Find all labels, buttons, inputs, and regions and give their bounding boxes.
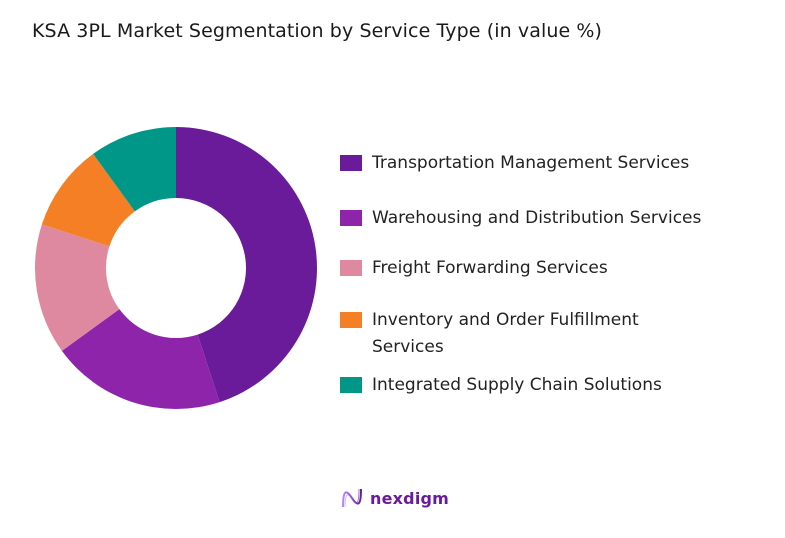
donut-slices (34, 127, 317, 409)
legend-label: Transportation Management Services (372, 153, 690, 173)
legend-swatch (340, 155, 362, 171)
legend-swatch (340, 210, 362, 226)
legend-item-inventory: Inventory and Order Fulfillment Services (340, 307, 702, 361)
donut-slice (34, 224, 120, 351)
logo-text: nexdigm (370, 488, 450, 508)
legend-item-integrated: Integrated Supply Chain Solutions (340, 372, 742, 399)
donut-slice (41, 153, 135, 247)
nexdigm-logo: nexdigm (340, 486, 449, 510)
legend-label: Freight Forwarding Services (372, 258, 608, 278)
legend-item-warehousing: Warehousing and Distribution Services (340, 205, 742, 232)
donut-slice (61, 309, 220, 409)
donut-slice (176, 127, 317, 403)
legend-item-freight: Freight Forwarding Services (340, 255, 742, 282)
legend-item-transportation: Transportation Management Services (340, 150, 742, 177)
legend-swatch (340, 260, 362, 276)
legend-swatch (340, 377, 362, 393)
nexdigm-wave-icon (342, 488, 362, 508)
legend-label: Warehousing and Distribution Services (372, 208, 702, 228)
donut-slice (93, 127, 176, 212)
legend-label: Integrated Supply Chain Solutions (372, 375, 662, 395)
legend-label: Inventory and Order Fulfillment Services (372, 310, 639, 357)
legend-swatch (340, 312, 362, 328)
chart-title: KSA 3PL Market Segmentation by Service T… (32, 20, 603, 42)
